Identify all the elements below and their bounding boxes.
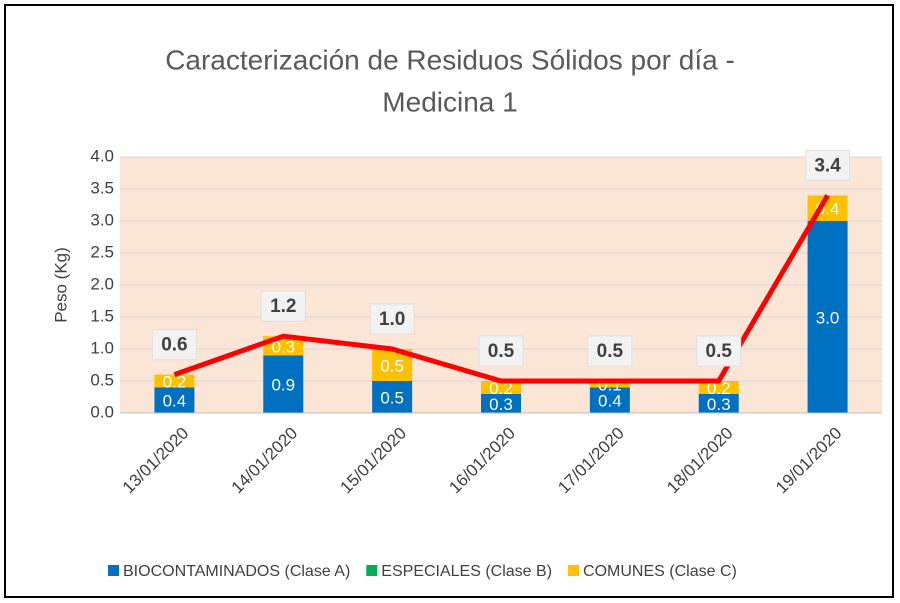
data-label: 0.5 [380, 356, 404, 375]
legend-label: COMUNES (Clase C) [583, 563, 737, 580]
data-label: 0.2 [163, 372, 187, 391]
total-label-box [260, 290, 306, 322]
bar-segment [589, 387, 630, 413]
y-tick-label: 3.5 [90, 178, 114, 197]
y-tick-label: 0.0 [90, 402, 114, 421]
total-label: 0.6 [161, 335, 187, 356]
bar-segment [807, 221, 848, 413]
data-label: 0.5 [380, 388, 404, 407]
y-tick-label: 3.0 [90, 210, 114, 229]
total-label: 1.2 [270, 296, 296, 317]
y-tick-label: 1.5 [90, 306, 114, 325]
total-line [173, 194, 830, 384]
y-axis-label: Peso (Kg) [51, 247, 70, 323]
chart-title: Caracterización de Residuos Sólidos por … [165, 44, 735, 75]
bar-segment [481, 381, 521, 394]
total-label-box [805, 149, 851, 181]
data-label: 3.0 [816, 308, 840, 327]
bar-segment [263, 355, 304, 413]
bar-segment [698, 381, 739, 394]
legend-label: BIOCONTAMINADOS (Clase A) [123, 563, 350, 580]
bar-segment [589, 381, 630, 388]
y-tick-label: 0.5 [90, 370, 114, 389]
data-label: 0.4 [598, 392, 622, 411]
y-tick-label: 4.0 [90, 146, 114, 165]
data-label: 0.3 [489, 395, 513, 414]
data-label: 0.2 [489, 379, 513, 398]
total-label-box [369, 303, 415, 335]
y-tick-label: 2.0 [90, 274, 114, 293]
total-label: 0.5 [597, 341, 624, 362]
legend-swatch [108, 565, 119, 576]
total-label: 0.5 [488, 341, 515, 362]
legend-swatch [366, 565, 378, 576]
y-tick-label: 2.5 [90, 242, 114, 261]
bar-segment [154, 374, 195, 388]
data-label: 0.9 [271, 376, 295, 395]
data-label: 0.4 [163, 392, 187, 411]
bar-segment [481, 393, 521, 413]
legend-label: ESPECIALES (Clase B) [381, 563, 552, 580]
data-label: 0.3 [271, 337, 295, 356]
total-label-box [478, 335, 524, 367]
bar-segment [698, 393, 739, 413]
bar-segment [154, 387, 195, 413]
chart-title: Medicina 1 [382, 86, 517, 117]
total-label: 0.5 [706, 341, 733, 362]
bar-segment [372, 381, 413, 413]
y-tick-label: 1.0 [90, 338, 114, 357]
legend-swatch [568, 565, 580, 576]
total-label: 1.0 [379, 309, 405, 330]
total-label-box [151, 329, 197, 361]
total-label-box [587, 335, 633, 367]
total-label: 3.4 [814, 155, 841, 176]
data-label: 0.3 [707, 395, 731, 414]
data-label: 0.2 [707, 379, 731, 398]
total-label-box [696, 335, 742, 367]
